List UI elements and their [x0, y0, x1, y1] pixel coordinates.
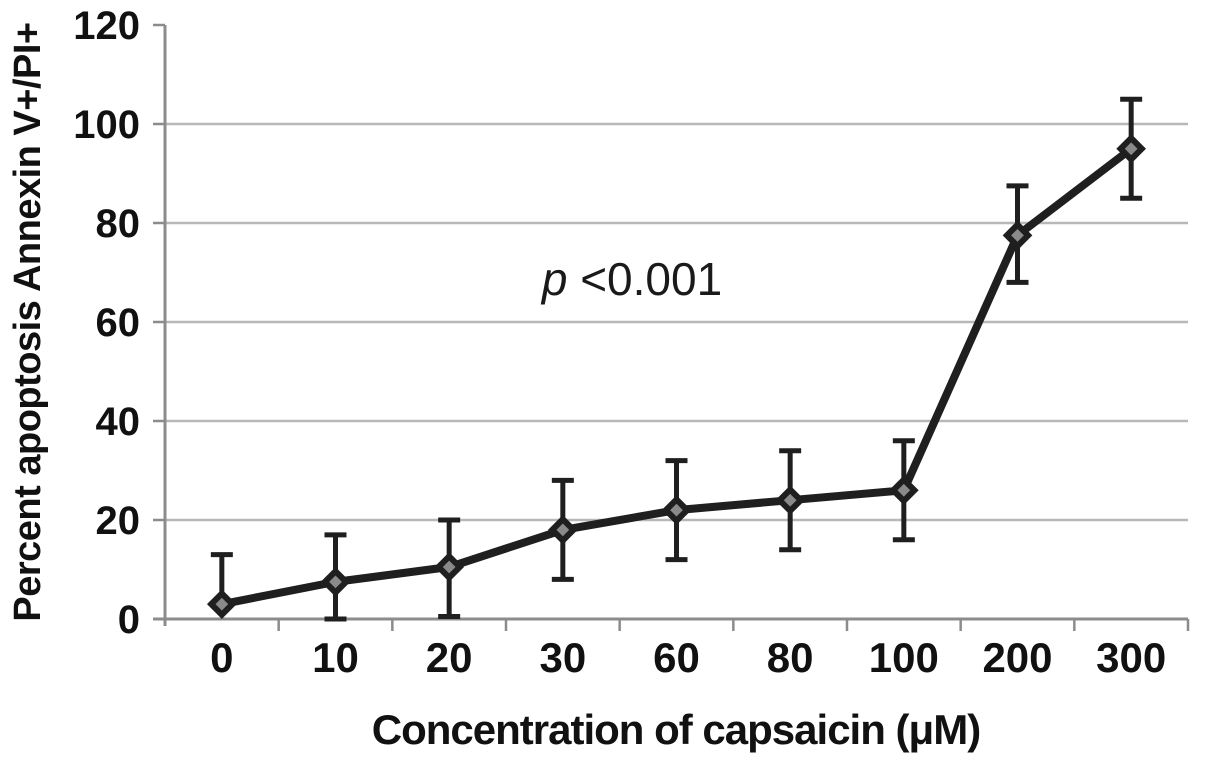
- ticks-group: [153, 23, 1190, 631]
- p-value-annotation: p <0.001: [540, 253, 722, 305]
- y-tick-label: 0: [118, 598, 140, 642]
- x-tick-label: 60: [653, 634, 700, 681]
- x-tick-label: 100: [869, 634, 939, 681]
- y-tick-label: 40: [96, 400, 141, 444]
- p-value-italic-p: p: [540, 253, 568, 305]
- x-axis-title: Concentration of capsaicin (μM): [372, 706, 980, 753]
- x-tick-label: 30: [539, 634, 586, 681]
- x-tick-label: 200: [982, 634, 1052, 681]
- y-tick-label: 60: [96, 301, 141, 345]
- x-tick-label: 80: [767, 634, 814, 681]
- error-bars-group: [210, 96, 1143, 622]
- axes-group: [153, 25, 1188, 626]
- y-tick-label: 120: [73, 4, 140, 48]
- series-group: [206, 133, 1147, 619]
- y-tick-label: 100: [73, 103, 140, 147]
- x-tick-label: 20: [426, 634, 473, 681]
- x-tick-label: 10: [312, 634, 359, 681]
- y-axis-title: Percent apoptosis Annexin V+/PI+: [7, 22, 49, 621]
- y-tick-label: 20: [96, 499, 141, 543]
- x-tick-label: 300: [1096, 634, 1166, 681]
- x-tick-label: 0: [210, 634, 233, 681]
- y-tick-label: 80: [96, 202, 141, 246]
- p-value-rest: <0.001: [580, 253, 722, 305]
- tick-labels-group: 0 20 40 60 80 100 120 0 10 20 30 60 80 100 200 300: [73, 4, 1166, 681]
